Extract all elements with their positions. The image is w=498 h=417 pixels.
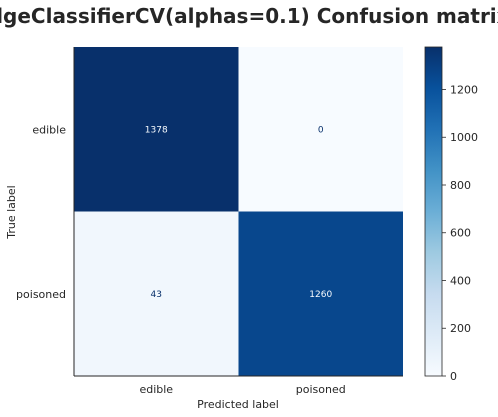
colorbar-tick-0: 0 — [450, 370, 457, 383]
x-tick-labels: edible poisoned — [139, 383, 345, 396]
colorbar-tick-1200: 1200 — [450, 83, 478, 96]
chart-title: RidgeClassifierCV(alphas=0.1) Confusion … — [0, 4, 498, 28]
cell-value-0-1: 0 — [318, 125, 324, 135]
colorbar-tick-600: 600 — [450, 227, 471, 240]
y-tick-poisoned: poisoned — [16, 288, 66, 301]
x-tick-edible: edible — [139, 383, 173, 396]
y-axis-label: True label — [5, 185, 18, 239]
cell-value-0-0: 1378 — [145, 125, 168, 135]
matrix-cells — [74, 47, 403, 376]
colorbar-tick-400: 400 — [450, 274, 471, 287]
colorbar-tick-800: 800 — [450, 179, 471, 192]
colorbar-tick-labels: 0 200 400 600 800 1000 1200 — [442, 83, 478, 383]
cell-value-1-1: 1260 — [309, 290, 332, 300]
x-tick-poisoned: poisoned — [296, 383, 346, 396]
y-tick-edible: edible — [32, 123, 66, 136]
y-tick-labels: edible poisoned — [16, 123, 66, 301]
x-axis-label: Predicted label — [197, 398, 279, 411]
colorbar — [425, 47, 442, 376]
colorbar-tick-200: 200 — [450, 322, 471, 335]
cell-value-1-0: 43 — [151, 290, 162, 300]
colorbar-tick-1000: 1000 — [450, 131, 478, 144]
